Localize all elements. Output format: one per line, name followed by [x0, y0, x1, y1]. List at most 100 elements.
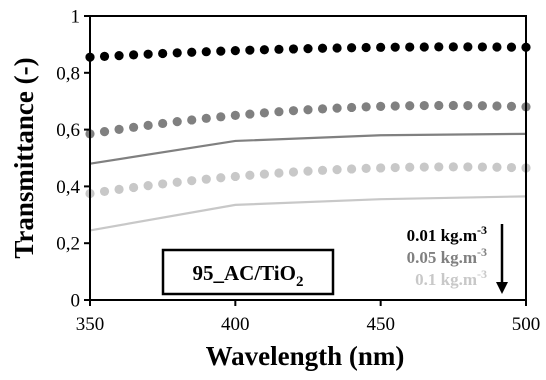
series-0-point-14 — [288, 44, 299, 54]
series-0-point-6 — [172, 48, 182, 58]
series-1-point-9 — [216, 112, 226, 122]
series-0-point-22 — [405, 42, 415, 52]
series-1-point-6 — [172, 117, 182, 127]
series-3-point-22 — [405, 162, 415, 172]
series-0-point-8 — [201, 47, 211, 57]
series-1-point-7 — [187, 115, 197, 125]
series-3-point-17 — [332, 165, 342, 175]
x-axis-title: Wavelength (nm) — [206, 341, 405, 371]
legend-entry-1: 0.01 kg.m-3 — [407, 223, 487, 245]
series-3-point-16 — [317, 165, 328, 175]
series-0-point-2 — [114, 51, 124, 61]
series-1-point-12 — [259, 108, 269, 118]
series-0-point-27 — [477, 42, 487, 52]
series-1-point-23 — [419, 100, 429, 111]
series-0-point-19 — [361, 42, 371, 53]
series-0-point-26 — [463, 42, 473, 52]
y-tick-label-1: 0,2 — [56, 234, 80, 255]
series-0-point-1 — [99, 51, 110, 61]
series-3-point-11 — [245, 170, 255, 180]
series-3-point-20 — [376, 163, 386, 173]
y-tick-labels: 0 0,2 0,4 0,6 0,8 1 — [56, 7, 80, 312]
y-tick-label-0: 0 — [71, 291, 81, 312]
series-3-point-15 — [303, 166, 313, 176]
tick-marks — [84, 15, 527, 306]
series-0-point-29 — [506, 42, 517, 52]
series-3-point-7 — [187, 176, 197, 186]
series-0-point-10 — [230, 46, 240, 56]
plot-area: 95_AC/TiO2 0.01 kg.m-3 0.05 kg.m-3 0.1 k… — [84, 15, 531, 306]
axes-frame — [89, 15, 527, 301]
series-4-line — [89, 195, 527, 232]
series-3-point-23 — [419, 162, 429, 172]
x-tick-label-0: 350 — [76, 314, 105, 335]
series-3-point-14 — [288, 167, 299, 177]
series-1-point-11 — [245, 109, 255, 119]
series-3-point-12 — [259, 169, 269, 179]
series-1-point-1 — [99, 126, 110, 137]
series-2-line — [89, 132, 527, 165]
series-3-point-27 — [477, 162, 487, 172]
series-1-point-29 — [506, 101, 517, 112]
series-1-point-5 — [158, 118, 168, 129]
series-3-point-18 — [347, 164, 357, 174]
series-3-point-4 — [143, 181, 153, 191]
series-0-point-17 — [332, 43, 342, 53]
x-tick-label-2: 450 — [366, 314, 395, 335]
legend-entry-3: 0.1 kg.m-3 — [415, 267, 487, 289]
series-3-point-3 — [129, 182, 139, 193]
series-1-point-16 — [317, 104, 328, 114]
series-1-point-14 — [288, 106, 299, 116]
x-tick-labels: 350 400 450 500 — [76, 314, 541, 335]
legend: 0.01 kg.m-3 0.05 kg.m-3 0.1 kg.m-3 — [407, 223, 508, 294]
series-1-point-4 — [143, 120, 153, 130]
y-tick-label-2: 0,4 — [56, 177, 80, 198]
series-3-point-13 — [274, 168, 284, 178]
series-1-point-20 — [376, 101, 386, 112]
series-1-point-8 — [201, 113, 211, 123]
sample-annotation: 95_AC/TiO2 — [161, 248, 335, 296]
series-3-point-5 — [158, 179, 168, 189]
series-1-point-25 — [448, 100, 458, 111]
sample-annotation-text: 95_AC/TiO2 — [193, 261, 304, 290]
series-3-point-19 — [361, 163, 371, 174]
series-3-point-2 — [114, 184, 124, 195]
series-3-point-24 — [434, 162, 444, 172]
series-1-point-24 — [434, 100, 444, 111]
series-0-point-5 — [158, 48, 168, 59]
series-1-point-19 — [361, 102, 371, 112]
legend-entry-2: 0.05 kg.m-3 — [407, 245, 487, 267]
series-3-point-8 — [201, 174, 211, 184]
series-3-point-28 — [492, 162, 502, 172]
series-1-point-18 — [347, 102, 357, 113]
series-0-point-13 — [274, 44, 284, 54]
series-0-point-18 — [347, 43, 357, 53]
series-1-point-21 — [390, 101, 400, 111]
series-0-point-20 — [376, 42, 386, 52]
series-1-point-17 — [332, 103, 342, 113]
series-3-point-9 — [216, 173, 226, 183]
series-layer — [85, 42, 531, 232]
series-1-point-13 — [274, 107, 284, 117]
series-1-point-27 — [477, 101, 487, 111]
series-0-point-16 — [317, 43, 328, 53]
series-0-point-28 — [492, 42, 502, 52]
series-3-point-29 — [506, 162, 517, 173]
series-3-point-21 — [390, 162, 400, 173]
series-0-point-4 — [143, 49, 153, 59]
series-0-point-24 — [434, 42, 444, 52]
series-3-point-1 — [99, 186, 110, 197]
legend-arrow-down-icon — [496, 224, 508, 294]
series-0-point-23 — [419, 42, 429, 52]
y-tick-label-3: 0,6 — [56, 120, 80, 141]
series-1-point-10 — [230, 110, 240, 120]
series-1-point-3 — [129, 122, 139, 132]
series-3-point-26 — [463, 162, 473, 172]
series-0-point-25 — [448, 42, 458, 52]
series-1-point-28 — [492, 101, 502, 111]
series-1-point-2 — [114, 124, 124, 135]
series-0-point-21 — [390, 42, 400, 52]
series-0-point-9 — [216, 46, 226, 56]
series-1-point-15 — [303, 105, 313, 115]
